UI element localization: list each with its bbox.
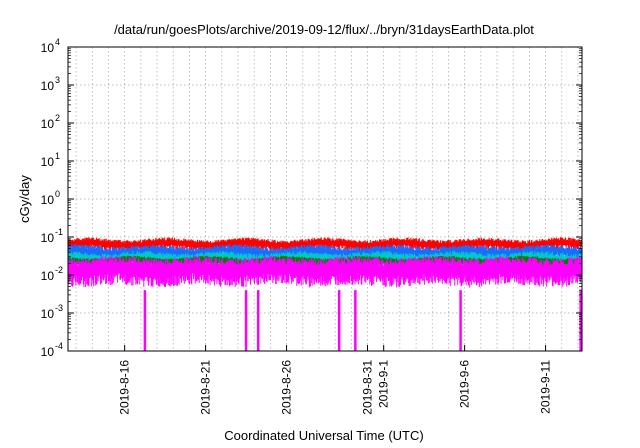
y-tick-exponent: 1 — [55, 151, 60, 161]
y-tick-label: 10 — [41, 269, 55, 283]
grid — [68, 47, 582, 351]
x-tick-label: 2019-9-11 — [539, 360, 553, 414]
series-layer — [68, 237, 582, 351]
y-tick-label: 10 — [41, 231, 55, 245]
x-tick-label: 2019-9-1 — [377, 360, 391, 408]
x-tick-label: 2019-8-31 — [360, 360, 374, 415]
chart-title: /data/run/goesPlots/archive/2019-09-12/f… — [114, 22, 534, 37]
x-tick-label: 2019-8-21 — [199, 360, 213, 415]
x-tick-label: 2019-9-6 — [458, 360, 472, 408]
y-axis-label: cGy/day — [17, 175, 32, 223]
y-tick-exponent: -2 — [55, 265, 63, 275]
y-tick-exponent: 3 — [55, 75, 60, 85]
y-tick-label: 10 — [41, 193, 55, 207]
x-axis-ticks: 2019-8-16 2019-8-21 2019-8-26 2019-8-31 2019… — [118, 345, 553, 415]
x-tick-label: 2019-8-16 — [118, 360, 132, 415]
y-tick-exponent: -3 — [55, 303, 63, 313]
y-tick-label: 10 — [41, 117, 55, 131]
y-tick-exponent: -4 — [55, 341, 63, 351]
y-tick-label: 10 — [41, 307, 55, 321]
y-tick-exponent: 0 — [55, 189, 60, 199]
series-4 — [68, 255, 582, 351]
y-tick-label: 10 — [41, 345, 55, 359]
y-tick-label: 10 — [41, 41, 55, 55]
y-tick-exponent: 4 — [55, 37, 60, 47]
y-tick-exponent: -1 — [55, 227, 63, 237]
y-tick-label: 10 — [41, 155, 55, 169]
y-tick-label: 10 — [41, 79, 55, 93]
y-tick-exponent: 2 — [55, 113, 60, 123]
x-axis-label: Coordinated Universal Time (UTC) — [224, 428, 423, 443]
x-tick-label: 2019-8-26 — [280, 360, 294, 415]
